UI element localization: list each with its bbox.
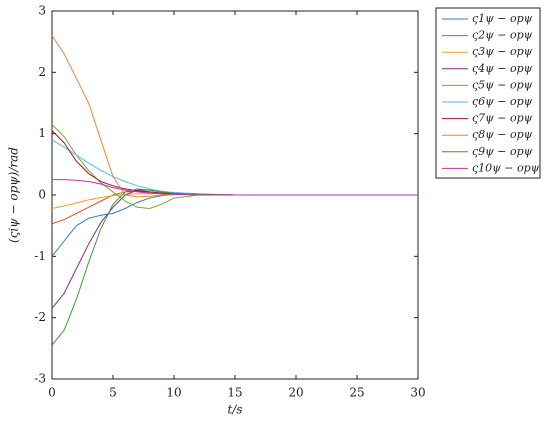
legend-label: ς3ψ − opψ bbox=[472, 45, 533, 58]
x-tick-label: 0 bbox=[48, 386, 56, 400]
legend: ς1ψ − opψ ς2ψ − opψ ς3ψ − opψ ς4ψ − opψ ς5ψ … bbox=[442, 12, 540, 174]
x-tick-label: 10 bbox=[166, 386, 181, 400]
x-tick-label: 25 bbox=[349, 386, 364, 400]
legend-label: ς6ψ − opψ bbox=[472, 95, 533, 108]
x-tick-label: 30 bbox=[410, 386, 425, 400]
y-tick-label: 0 bbox=[38, 188, 46, 202]
x-axis-label: t/s bbox=[227, 403, 242, 417]
x-tick-label: 5 bbox=[109, 386, 117, 400]
legend-label: ς7ψ − opψ bbox=[472, 112, 533, 125]
y-axis-label: (ςiψ − opψ)/rad bbox=[7, 147, 21, 243]
legend-label: ς5ψ − opψ bbox=[472, 78, 533, 91]
y-tick-label: -3 bbox=[34, 372, 46, 386]
legend-label: ς9ψ − opψ bbox=[472, 145, 533, 158]
legend-label: ς10ψ − opψ bbox=[472, 161, 540, 174]
x-tick-label: 15 bbox=[227, 386, 242, 400]
y-tick-label: -1 bbox=[34, 249, 46, 263]
y-tick-label: 3 bbox=[38, 4, 46, 18]
y-tick-label: 2 bbox=[38, 65, 46, 79]
legend-label: ς8ψ − opψ bbox=[472, 128, 533, 141]
legend-label: ς2ψ − opψ bbox=[472, 29, 533, 42]
legend-label: ς4ψ − opψ bbox=[472, 62, 533, 75]
series-line bbox=[51, 188, 418, 346]
series-line bbox=[51, 193, 418, 257]
series-line bbox=[51, 35, 418, 198]
legend-label: ς1ψ − opψ bbox=[472, 12, 533, 25]
legend-box bbox=[435, 7, 541, 179]
x-tick-label: 20 bbox=[288, 386, 303, 400]
series-line bbox=[52, 179, 418, 196]
series-line bbox=[51, 124, 418, 209]
y-tick-label: -2 bbox=[34, 310, 46, 324]
series-line bbox=[51, 189, 418, 309]
series-line bbox=[51, 193, 418, 209]
y-tick-label: 1 bbox=[38, 126, 46, 140]
